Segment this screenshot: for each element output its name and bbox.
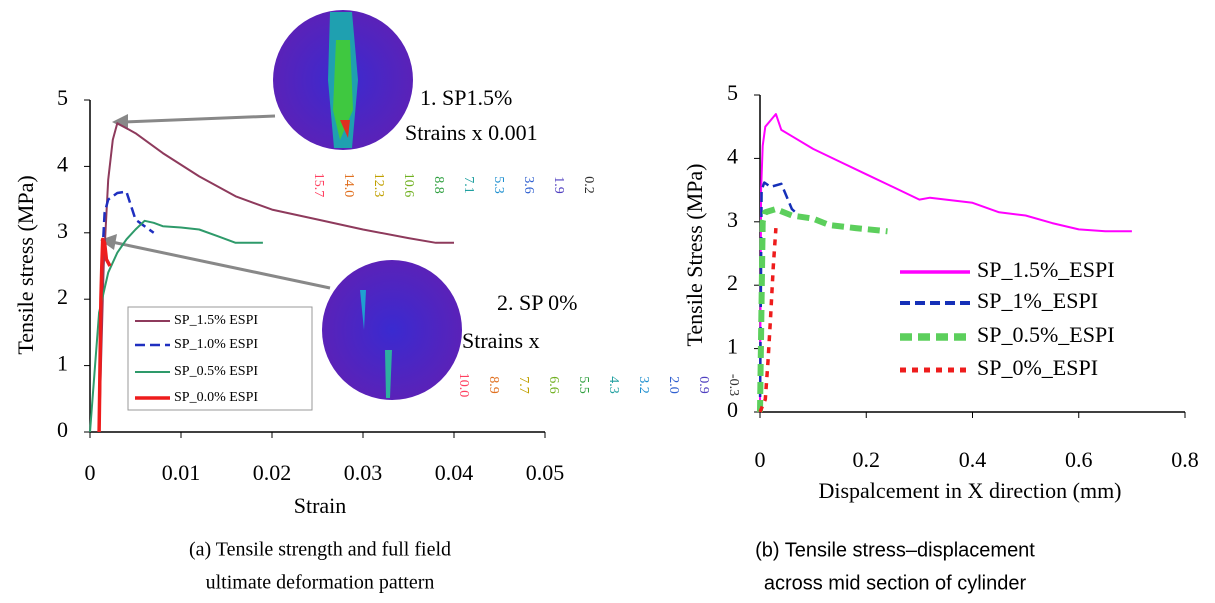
y-tick-label: 1 [57,351,68,376]
annotation: Strains x 0.001 [405,120,538,145]
x-tick-label: 0.6 [1065,447,1093,472]
caption: across mid section of cylinder [764,572,1027,594]
colorbar-label: 10.0 [456,373,471,398]
x-tick-label: 0.8 [1171,447,1199,472]
colorbar-label: 0.9 [696,376,711,394]
y-tick-label: 2 [727,270,738,295]
x-tick-label: 0.01 [162,460,201,485]
colorbar-label: 7.7 [516,376,531,394]
y-axis-label: Tensile Stress (MPa) [682,164,707,347]
colorbar-label: 7.1 [461,176,476,194]
y-tick-label: 5 [57,85,68,110]
colorbar-label: 6.6 [546,376,561,394]
legend-label: SP_0.0% ESPI [174,390,258,405]
arrows [100,114,330,288]
legend-label: SP_1.5%_ESPI [977,257,1115,282]
y-tick-label: 5 [727,80,738,105]
legend-label: SP_1.0% ESPI [174,337,258,352]
deformation-pattern-1 [273,10,413,150]
legend-label: SP_0.5%_ESPI [977,322,1115,347]
figure: 0 1 2 3 4 5 0 0.01 0.02 0.03 0.04 0.05 Strain Tensile… [0,0,1215,603]
y-tick-label: 1 [727,334,738,359]
caption: (a) Tensile strength and full field [189,539,451,561]
x-tick-label: 0.03 [344,460,383,485]
colorbar-label: 14.0 [341,173,356,198]
y-tick-label: 4 [57,151,68,176]
colorbar-label: 15.7 [311,173,326,198]
y-tick-label: 3 [727,207,738,232]
x-tick-label: 0.2 [853,447,881,472]
x-axis-label: Strain [294,493,347,518]
colorbar-label: 10.6 [401,173,416,198]
colorbar-label: 3.2 [636,376,651,394]
annotation: 1. SP1.5% [420,85,512,110]
annotation: 2. SP 0% [497,290,577,315]
x-axis-label: Dispalcement in X direction (mm) [818,478,1121,503]
y-axis-label: Tensile stress (MPa) [13,175,38,354]
caption: ultimate deformation pattern [206,572,435,594]
annotation: Strains x [462,328,540,353]
colorbar-label: 4.3 [606,376,621,394]
colorbar-label: 3.6 [521,176,536,194]
legend-label: SP_0.5% ESPI [174,364,258,379]
data-line [760,209,888,412]
colorbar-label: 5.3 [491,176,506,194]
x-tick-label: 0.4 [959,447,987,472]
colorbar-label: 8.8 [431,176,446,194]
data-line [760,183,803,413]
y-tick-label: 4 [727,143,738,168]
colorbar-label: 5.5 [576,376,591,394]
x-tick-label: 0 [85,460,96,485]
legend-label: SP_1.5% ESPI [174,313,258,328]
y-tick-label: 3 [57,218,68,243]
legend-label: SP_1%_ESPI [977,288,1098,313]
y-tick-label: 0 [727,397,738,422]
legend-label: SP_0%_ESPI [977,355,1098,380]
colorbar-label: 0.2 [581,176,596,194]
page: 0 1 2 3 4 5 0 0.01 0.02 0.03 0.04 0.05 Strain Tensile… [0,0,1215,603]
caption: (b) Tensile stress–displacement [755,539,1035,561]
deformation-pattern-2 [322,260,462,400]
y-tick-label: 2 [57,284,68,309]
x-tick-label: 0.04 [435,460,474,485]
x-tick-label: 0.05 [526,460,565,485]
colorbar-label: 2.0 [666,376,681,394]
x-tick-label: 0.02 [253,460,292,485]
colorbar-label: 12.3 [371,173,386,198]
y-tick-label: 0 [57,417,68,442]
colorbar-label: 8.9 [486,376,501,394]
x-tick-label: 0 [755,447,766,472]
colorbar-label: 1.9 [551,176,566,194]
colorbar-label: -0.3 [726,374,741,396]
